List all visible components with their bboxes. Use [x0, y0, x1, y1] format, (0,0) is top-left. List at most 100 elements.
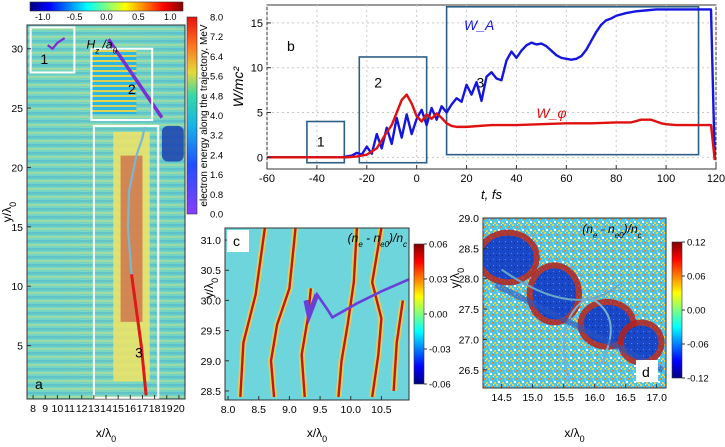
y-tick-label: 28.5	[201, 386, 222, 398]
x-tick-label: 40	[510, 173, 522, 185]
field-colorbar-tick-label: -0.5	[67, 12, 83, 22]
panel-d-colorbar-ticks: 0.12 0.06 0.00 -0.06 -0.12	[682, 238, 709, 385]
colorbar-tick-label: 0.06	[687, 272, 706, 283]
interval-box-label: 1	[317, 134, 325, 150]
region-box	[92, 124, 160, 399]
panel-d-field-label: (ne - ne0)/nc	[582, 222, 641, 240]
panel-d-colorbar	[671, 241, 683, 379]
field-colorbar	[29, 1, 184, 12]
series-line	[267, 8, 716, 161]
x-tick-label: 15.5	[553, 392, 574, 404]
panel-b-y-ticks: 0 5 10 15	[251, 18, 271, 164]
panel-a-field-label: Hz /a0	[87, 38, 118, 56]
colorbar-tick-label: -0.06	[429, 380, 451, 391]
trajectory-loop	[562, 295, 612, 383]
panel-c-x-label: x/λ0	[307, 426, 327, 442]
panel-d-y-ticks: 26.5 27.0 27.5 28.0 28.5 29.0	[459, 213, 487, 377]
x-tick-label: 11	[64, 403, 75, 415]
x-tick-label: 8	[30, 403, 36, 415]
y-tick-label: 27.0	[459, 334, 480, 346]
colorbar-tick-label: 0.06	[429, 240, 448, 251]
x-tick-label: 17	[137, 403, 149, 415]
interference-region	[91, 48, 137, 115]
filament	[300, 288, 313, 398]
energy-colorbar-label: electron energy along the trajectory, Me…	[199, 24, 210, 206]
trajectory-arc	[501, 268, 621, 301]
x-tick-label: 0	[414, 173, 420, 185]
series-label-wa: W_A	[464, 17, 494, 33]
interval-box	[306, 120, 346, 164]
x-tick-label: 100	[657, 173, 675, 185]
panel-a: 123 8 9 10 11 12 13 14 15 16 17 18 19 20 51015202530…	[0, 1, 223, 444]
interval-box	[445, 5, 700, 156]
panel-c-letter: c	[233, 233, 240, 249]
filament	[392, 300, 405, 392]
x-tick-label: 9	[42, 403, 48, 415]
field-colorbar-tick-label: 0.5	[132, 12, 145, 22]
series-label-wphi: W_φ	[536, 105, 566, 121]
panel-b-boxes: 1 2 3	[306, 5, 700, 164]
colorbar-tick-label: -0.12	[687, 374, 709, 385]
cavity	[623, 325, 659, 360]
panel-c-y-label: y/λ0	[202, 278, 220, 298]
density-channel	[494, 282, 665, 373]
panel-b: 1 2 3 -60 -40 -20 0 20 40 60 80 100 120 0 5 10 15 t, f…	[230, 4, 725, 202]
x-tick-label: 15.0	[522, 392, 543, 404]
panel-a-y-label: y/λ0	[0, 202, 18, 222]
x-tick-label: 8.5	[251, 404, 266, 416]
x-tick-label: 10.0	[341, 404, 362, 416]
interval-box-label: 3	[477, 74, 485, 90]
y-tick-label: 15	[251, 18, 263, 30]
panel-a-x-label: x/λ0	[96, 426, 116, 442]
panel-b-plot-area	[266, 4, 717, 170]
x-tick-label: 9.0	[282, 404, 297, 416]
x-tick-label: 16.0	[584, 392, 605, 404]
y-tick-label: 28.0	[459, 274, 480, 286]
y-tick-label: 28.5	[459, 243, 480, 255]
panel-c-frame	[224, 227, 410, 401]
y-tick-label: 20	[11, 162, 23, 174]
density-filaments	[237, 228, 406, 398]
panel-a-letter: a	[35, 376, 43, 392]
panel-b-letter: b	[287, 38, 295, 54]
trajectory-start	[47, 37, 66, 51]
plasma-wake-core	[120, 155, 143, 322]
energy-colorbar-tick-label: 3.2	[210, 131, 223, 142]
y-tick-label: 30	[11, 44, 23, 56]
y-tick-label: 5	[257, 108, 263, 120]
x-tick-label: 10.5	[371, 404, 392, 416]
panel-c-letter-box	[227, 230, 249, 252]
panel-b-x-label: t, fs	[481, 187, 502, 202]
colorbar-tick-label: 0.03	[429, 275, 448, 286]
x-tick-label: 12	[76, 403, 88, 415]
y-tick-label: 29.0	[459, 213, 480, 225]
panel-d-x-label: x/λ0	[564, 426, 584, 442]
x-tick-label: -40	[309, 173, 325, 185]
x-tick-label: 14	[100, 403, 112, 415]
x-tick-label: 14.5	[491, 392, 512, 404]
filament	[269, 228, 297, 398]
y-tick-label: 10	[251, 63, 263, 75]
x-tick-label: 16.5	[615, 392, 636, 404]
field-colorbar-tick-label: 0.0	[100, 12, 113, 22]
field-colorbar-tick-label: 1.0	[164, 12, 177, 22]
x-tick-label: 20	[173, 403, 185, 415]
series-line	[267, 93, 716, 161]
energy-colorbar-tick-label: 5.6	[210, 72, 223, 83]
region-box	[29, 26, 76, 74]
energy-colorbar-tick-label: 0.0	[210, 210, 223, 221]
energy-colorbar-tick-label: 6.4	[210, 52, 223, 63]
energy-colorbar-tick-label: 4.0	[210, 111, 223, 122]
panel-a-y-ticks: 5 10 15 20 25 30	[11, 44, 31, 353]
filament	[370, 228, 383, 398]
colorbar-tick-label: -0.03	[429, 345, 451, 356]
x-tick-label: 8.0	[221, 404, 236, 416]
y-tick-label: 29.0	[201, 356, 222, 368]
panel-d-letter-box	[636, 360, 658, 382]
y-tick-label: 30.0	[201, 295, 222, 307]
y-tick-label: 5	[17, 341, 23, 353]
colorbar-tick-label: -0.06	[687, 340, 709, 351]
panel-c-x-ticks: 8.0 8.5 9.0 9.5 10.0 10.5	[221, 396, 392, 416]
